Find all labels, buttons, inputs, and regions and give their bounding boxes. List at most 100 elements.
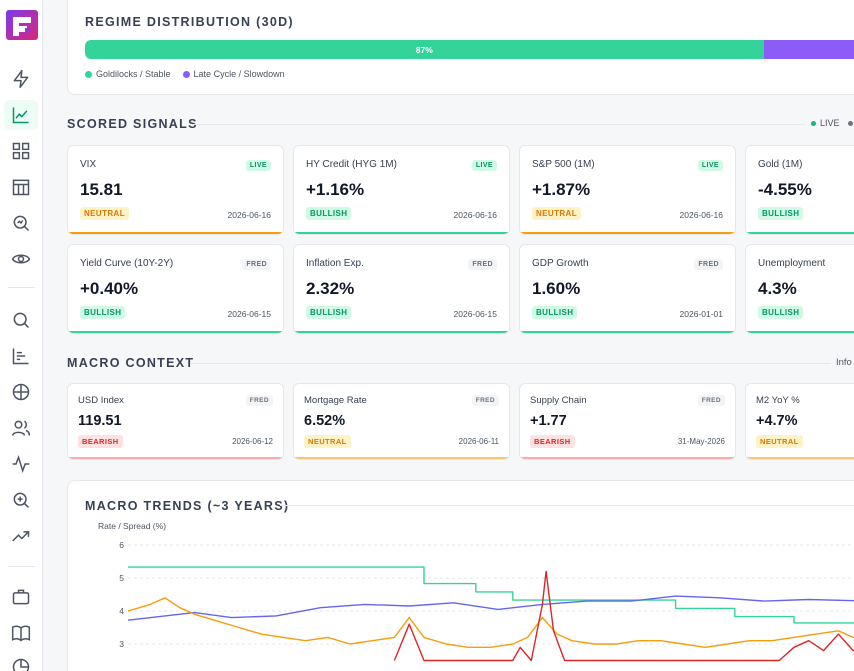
macro-card[interactable]: Supply Chain +1.77 BEARISH 31-May-2026 FRED <box>519 383 736 460</box>
section-divider <box>191 363 831 364</box>
section-divider <box>280 505 854 506</box>
signal-name: HY Credit (HYG 1M) <box>306 159 397 170</box>
signal-date: 2026-01-01 <box>679 309 723 319</box>
signal-date: 2026-06-15 <box>453 309 497 319</box>
signal-card[interactable]: Inflation Exp. 2.32% BULLISH 2026-06-15 FRED <box>293 244 510 334</box>
macro-accent-line <box>68 457 283 459</box>
macro-card[interactable]: USD Index 119.51 BEARISH 2026-06-12 FRED <box>67 383 284 460</box>
signal-card[interactable]: Yield Curve (10Y-2Y) +0.40% BULLISH 2026-06… <box>67 244 284 334</box>
book-icon[interactable] <box>10 622 32 644</box>
source-badge: FRED <box>245 395 273 406</box>
signal-badge: NEUTRAL <box>532 207 582 220</box>
bar-chart-icon[interactable] <box>10 345 32 367</box>
y-axis-title: Rate / Spread (%) <box>98 521 167 531</box>
macro-value: 119.51 <box>78 413 122 429</box>
legend-dot <box>85 70 92 78</box>
y-tick-label: 4 <box>119 606 124 616</box>
regime-bar: 87% <box>85 40 854 59</box>
macro-accent-line <box>746 457 854 459</box>
section-divider <box>193 124 805 125</box>
signal-badge: BULLISH <box>80 306 126 319</box>
signal-badge: BULLISH <box>306 207 352 220</box>
signal-value: 15.81 <box>80 180 123 199</box>
macro-value: 6.52% <box>304 413 346 429</box>
sidebar-divider <box>8 566 35 567</box>
trends-title: MACRO TRENDS (~3 YEARS) <box>85 499 290 513</box>
macro-accent-line <box>294 457 509 459</box>
signal-card[interactable]: Unemployment 4.3% BULLISH <box>745 244 854 334</box>
signal-name: Gold (1M) <box>758 159 803 170</box>
macro-trends-card: MACRO TRENDS (~3 YEARS) Rate / Spread (%… <box>67 480 854 671</box>
macro-card[interactable]: M2 YoY % +4.7% NEUTRAL <box>745 383 854 460</box>
signal-accent-line <box>520 232 735 234</box>
briefcase-icon[interactable] <box>10 586 32 608</box>
macro-badge: NEUTRAL <box>304 435 351 448</box>
macro-badge: BEARISH <box>78 435 123 448</box>
series-line[interactable] <box>393 570 854 662</box>
lightning-icon[interactable] <box>10 68 32 90</box>
source-badge: FRED <box>697 395 725 406</box>
app-logo[interactable] <box>5 9 39 41</box>
signal-card[interactable]: VIX 15.81 NEUTRAL 2026-06-16 LIVE <box>67 145 284 235</box>
source-badge: FRED <box>471 395 499 406</box>
signal-card[interactable]: HY Credit (HYG 1M) +1.16% BULLISH 2026-06-1… <box>293 145 510 235</box>
macro-name: Mortgage Rate <box>304 395 367 406</box>
signal-card[interactable]: GDP Growth 1.60% BULLISH 2026-01-01 FRED <box>519 244 736 334</box>
macro-name: Supply Chain <box>530 395 587 406</box>
signal-badge: NEUTRAL <box>80 207 130 220</box>
signal-accent-line <box>68 331 283 333</box>
macro-card[interactable]: Mortgage Rate 6.52% NEUTRAL 2026-06-11 FRED <box>293 383 510 460</box>
signal-name: Yield Curve (10Y-2Y) <box>80 258 174 269</box>
search-icon[interactable] <box>10 309 32 331</box>
signal-date: 2026-06-16 <box>453 210 497 220</box>
main-content: REGIME DISTRIBUTION (30D) 87% Goldilocks… <box>43 0 854 671</box>
macro-badge: NEUTRAL <box>756 435 803 448</box>
series-line[interactable] <box>128 566 854 624</box>
series-line[interactable] <box>127 595 854 621</box>
regime-title: REGIME DISTRIBUTION (30D) <box>85 15 294 29</box>
signal-accent-line <box>294 331 509 333</box>
eye-icon[interactable] <box>10 248 32 270</box>
signal-name: Inflation Exp. <box>306 258 364 269</box>
signal-card[interactable]: Gold (1M) -4.55% BULLISH <box>745 145 854 235</box>
building-icon[interactable] <box>10 176 32 198</box>
line-chart-icon[interactable] <box>4 100 38 130</box>
signal-accent-line <box>294 232 509 234</box>
live-dot <box>811 120 816 126</box>
pie-chart-icon[interactable] <box>10 656 32 671</box>
live-indicator: LIVE <box>811 118 853 128</box>
signal-card[interactable]: S&P 500 (1M) +1.87% NEUTRAL 2026-06-16 LIVE <box>519 145 736 235</box>
legend-label: Goldilocks / Stable <box>96 69 171 79</box>
regime-distribution-card: REGIME DISTRIBUTION (30D) 87% Goldilocks… <box>67 0 854 95</box>
y-tick-label: 6 <box>119 540 124 550</box>
source-badge: FRED <box>242 259 271 270</box>
regime-legend: Goldilocks / Stable Late Cycle / Slowdow… <box>85 69 285 79</box>
search-chart-icon[interactable] <box>10 212 32 234</box>
signal-accent-line <box>746 232 854 234</box>
regime-segment-goldilocks[interactable]: 87% <box>85 40 764 59</box>
source-badge: LIVE <box>245 160 271 171</box>
legend-item-goldilocks: Goldilocks / Stable <box>85 69 171 79</box>
source-badge: FRED <box>468 259 497 270</box>
series-line[interactable] <box>127 597 854 649</box>
signal-value: +0.40% <box>80 279 139 298</box>
trending-up-icon[interactable] <box>10 525 32 547</box>
sidebar <box>0 0 43 671</box>
macro-value: +1.77 <box>530 413 567 429</box>
zoom-in-icon[interactable] <box>10 489 32 511</box>
legend-label: Late Cycle / Slowdown <box>193 69 285 79</box>
signal-accent-line <box>746 331 854 333</box>
signal-name: GDP Growth <box>532 258 589 269</box>
globe-icon[interactable] <box>10 381 32 403</box>
grid-icon[interactable] <box>10 140 32 162</box>
signal-date: 2026-06-15 <box>227 309 271 319</box>
signal-badge: BULLISH <box>306 306 352 319</box>
signal-accent-line <box>68 232 283 234</box>
signal-value: 1.60% <box>532 279 581 298</box>
regime-segment-late-cycle[interactable] <box>763 40 854 59</box>
users-icon[interactable] <box>10 417 32 439</box>
info-link[interactable]: Info <box>836 357 852 368</box>
activity-icon[interactable] <box>10 453 32 475</box>
signal-date: 2026-06-16 <box>227 210 271 220</box>
signal-badge: BULLISH <box>532 306 578 319</box>
